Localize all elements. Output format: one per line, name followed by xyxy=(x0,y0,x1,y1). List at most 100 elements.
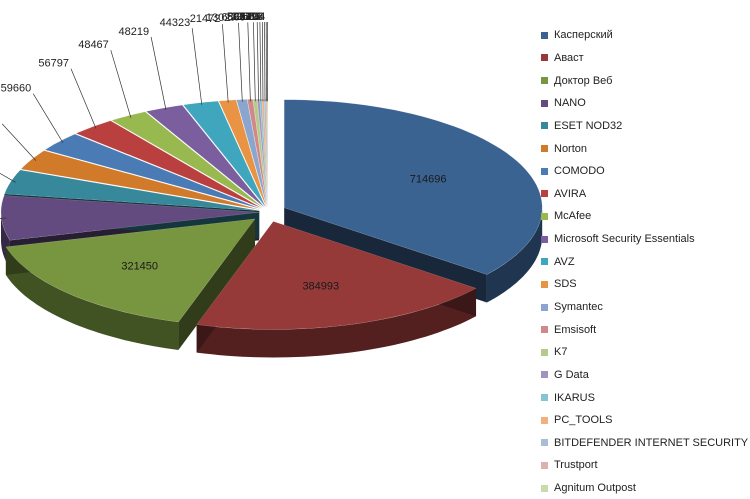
legend-swatch xyxy=(541,416,548,424)
data-label-14: 5033 xyxy=(227,11,251,23)
data-label-1: 384993 xyxy=(302,280,339,292)
legend-entry: Касперский xyxy=(541,24,749,47)
legend-entry: G Data xyxy=(541,364,749,387)
legend-label: Emsisoft xyxy=(554,323,597,336)
legend-label: AVIRA xyxy=(554,187,587,200)
data-label-20: 1234 xyxy=(241,11,265,23)
pie-wall-0 xyxy=(486,207,543,303)
leader-line-15 xyxy=(256,22,259,102)
leader-line-18 xyxy=(264,21,266,102)
legend-entry: Доктор Веб xyxy=(541,69,749,92)
legend-swatch xyxy=(541,54,548,62)
pie-slice-5 xyxy=(20,150,261,210)
legend-swatch xyxy=(541,348,548,356)
legend-label: McAfee xyxy=(554,210,592,223)
pie-slice-10 xyxy=(182,100,266,208)
leader-lines xyxy=(0,21,268,219)
legend-label: Касперский xyxy=(554,29,613,42)
legend-swatch xyxy=(541,99,548,107)
pie-wall-2 xyxy=(5,246,179,350)
legend-label: Доктор Веб xyxy=(554,74,613,87)
legend-swatch xyxy=(541,235,548,243)
legend-entry: Emsisoft xyxy=(541,318,749,341)
data-label-0: 714696 xyxy=(410,173,447,185)
data-label-10: 44323 xyxy=(160,17,191,29)
pie-slice-1 xyxy=(196,221,477,330)
pie-slice-11 xyxy=(218,99,267,208)
leader-line-11 xyxy=(222,24,229,103)
data-label-8: 48467 xyxy=(78,39,109,51)
legend-entry: Trustport xyxy=(541,454,749,477)
legend-swatch xyxy=(541,280,548,288)
pie-slice-4 xyxy=(4,169,260,211)
legend-entry: SDS xyxy=(541,273,749,296)
leader-line-7 xyxy=(70,68,97,129)
legend-label: IKARUS xyxy=(554,391,595,404)
pie-slice-3 xyxy=(0,195,260,241)
legend-entry: IKARUS xyxy=(541,386,749,409)
legend-swatch xyxy=(541,167,548,175)
data-label-16: 2629 xyxy=(233,11,257,23)
legend-swatch xyxy=(541,190,548,198)
legend-entry: BITDEFENDER INTERNET SECURITY xyxy=(541,432,749,455)
data-label-9: 48219 xyxy=(119,26,150,38)
leader-line-5 xyxy=(1,123,37,161)
data-labels: 7146963849933214501336467347561570596605… xyxy=(0,11,446,292)
legend-entry: Аваст xyxy=(541,47,749,70)
data-label-12: 13027 xyxy=(206,12,237,24)
legend-label: Trustport xyxy=(554,459,598,472)
legend-label: K7 xyxy=(554,346,568,359)
legend-label: PC_TOOLS xyxy=(554,414,613,427)
legend-label: AVZ xyxy=(554,255,575,268)
legend-swatch xyxy=(541,303,548,311)
leader-line-8 xyxy=(110,50,132,118)
leader-line-13 xyxy=(247,22,251,102)
pie-wall-1 xyxy=(196,288,476,358)
legend-label: COMODO xyxy=(554,165,605,178)
legend-entry: NANO xyxy=(541,92,749,115)
legend-label: G Data xyxy=(554,368,589,381)
leader-line-16 xyxy=(259,22,262,102)
leader-line-3 xyxy=(0,217,7,219)
legend-swatch xyxy=(541,258,548,266)
legend-label: Agnitum Outpost xyxy=(554,482,636,495)
leader-line-17 xyxy=(261,21,264,102)
legend-swatch xyxy=(541,212,548,220)
pie-slice-7 xyxy=(75,120,263,209)
data-label-17: 2586 xyxy=(236,11,260,23)
legend-entry: PC_TOOLS xyxy=(541,409,749,432)
legend-swatch xyxy=(541,371,548,379)
legend-entry: AVIRA xyxy=(541,182,749,205)
legend-label: Аваст xyxy=(554,51,584,64)
legend-swatch xyxy=(541,122,548,130)
pie-slice-6 xyxy=(44,133,262,210)
legend-entry: McAfee xyxy=(541,205,749,228)
legend-entry: ESET NOD32 xyxy=(541,115,749,138)
legend-label: SDS xyxy=(554,278,577,291)
legend-swatch xyxy=(541,394,548,402)
legend: Касперский Аваст Доктор Веб NANO ESET NOD32 N… xyxy=(541,24,749,499)
data-label-15: 3053 xyxy=(231,11,255,23)
legend-entry: K7 xyxy=(541,341,749,364)
legend-label: BITDEFENDER INTERNET SECURITY xyxy=(554,436,749,449)
data-label-2: 321450 xyxy=(121,260,158,272)
legend-label: Symantec xyxy=(554,301,603,313)
legend-label: NANO xyxy=(554,97,586,110)
pie-slice-0 xyxy=(283,99,543,275)
legend-entry: Agnitum Outpost xyxy=(541,477,749,499)
data-label-11: 21472 xyxy=(190,13,221,25)
legend-swatch xyxy=(541,31,548,39)
legend-entry: AVZ xyxy=(541,250,749,273)
legend-entry: Symantec xyxy=(541,296,749,319)
leader-line-14 xyxy=(253,22,256,102)
legend-label: Norton xyxy=(554,142,588,155)
legend-entry: COMODO xyxy=(541,160,749,183)
legend-swatch xyxy=(541,326,548,334)
pie-top-faces xyxy=(0,98,543,330)
legend-swatch xyxy=(541,484,548,492)
leader-line-12 xyxy=(238,22,243,102)
data-label-13: 6865 xyxy=(221,11,245,23)
pie-slice-12 xyxy=(236,99,268,208)
